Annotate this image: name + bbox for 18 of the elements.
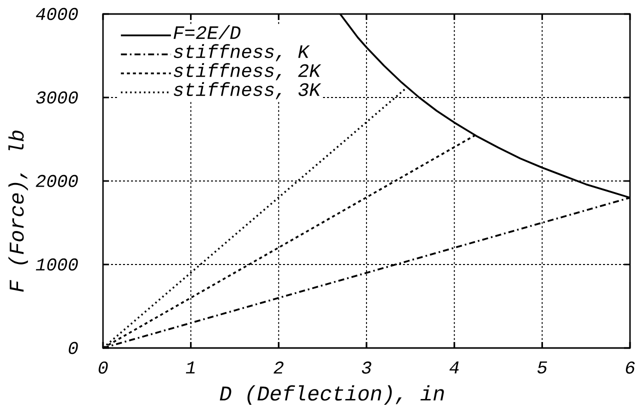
legend-label: stiffness, 3K bbox=[174, 82, 322, 100]
x-tick-label: 2 bbox=[274, 362, 284, 374]
x-tick-label: 0 bbox=[98, 362, 108, 374]
x-tick-label: 1 bbox=[186, 362, 195, 374]
y-tick-label: 0 bbox=[68, 342, 78, 354]
x-tick-label: 3 bbox=[362, 362, 372, 374]
y-axis-title: F (Force), lb bbox=[8, 130, 28, 292]
x-tick-label: 4 bbox=[449, 362, 459, 374]
legend-label: stiffness, 2K bbox=[174, 63, 322, 80]
y-tick-label: 4000 bbox=[36, 8, 78, 20]
y-tick-label: 2000 bbox=[36, 174, 78, 188]
legend-label: F=2E/D bbox=[174, 25, 240, 40]
legend-label: stiffness, K bbox=[174, 44, 310, 62]
x-tick-label: 5 bbox=[538, 362, 548, 374]
y-tick-label: 3000 bbox=[36, 91, 78, 104]
x-tick-label: 6 bbox=[626, 362, 635, 374]
y-tick-label: 1000 bbox=[36, 258, 78, 271]
x-axis-title: D (Deflection), in bbox=[220, 385, 444, 405]
